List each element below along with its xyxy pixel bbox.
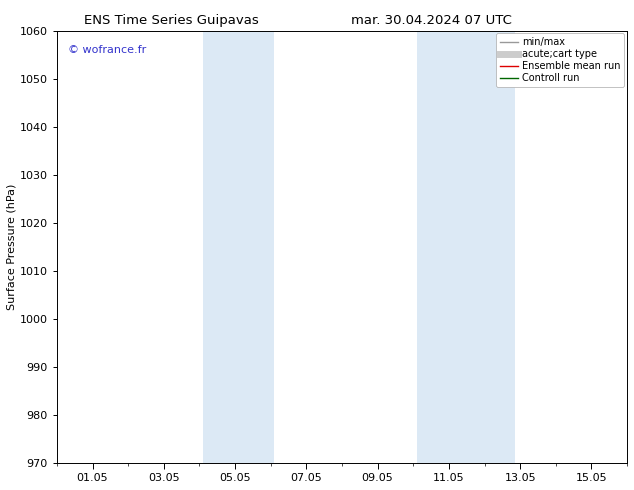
- Bar: [417, 30, 515, 463]
- Text: ENS Time Series Guipavas: ENS Time Series Guipavas: [84, 14, 259, 27]
- Y-axis label: Surface Pressure (hPa): Surface Pressure (hPa): [7, 183, 17, 310]
- Text: mar. 30.04.2024 07 UTC: mar. 30.04.2024 07 UTC: [351, 14, 512, 27]
- Text: © wofrance.fr: © wofrance.fr: [68, 45, 146, 55]
- Legend: min/max, acute;cart type, Ensemble mean run, Controll run: min/max, acute;cart type, Ensemble mean …: [496, 33, 624, 87]
- Bar: [203, 30, 275, 463]
